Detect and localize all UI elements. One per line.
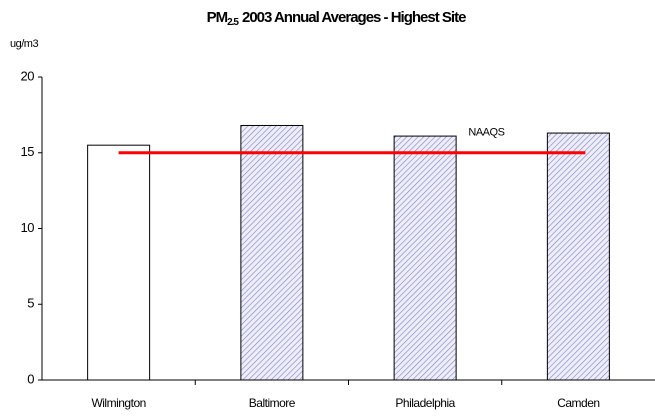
- x-tick-label: Philadelphia: [395, 396, 455, 410]
- bar: [87, 144, 151, 381]
- x-tick-label: Baltimore: [249, 396, 296, 410]
- y-tick-label: 15: [21, 144, 35, 159]
- y-tick-label: 5: [27, 296, 34, 311]
- y-tick-label: 10: [21, 220, 35, 235]
- y-tick-label: 0: [27, 371, 34, 386]
- y-unit-label: ug/m3: [10, 38, 38, 50]
- bar: [393, 135, 457, 381]
- title-subscript: 2.5: [227, 17, 239, 28]
- bar: [240, 124, 304, 381]
- title-rest: 2003 Annual Averages - Highest Site: [242, 9, 466, 26]
- chart-title: PM2.5 2003 Annual Averages - Highest Site: [207, 9, 466, 28]
- title-main: PM: [207, 9, 228, 26]
- bar: [546, 132, 610, 381]
- x-tick-label: Wilmington: [91, 396, 145, 410]
- y-tick-label: 20: [21, 68, 35, 83]
- x-tick-label: Camden: [557, 396, 599, 410]
- reference-label: NAAQS: [468, 127, 504, 139]
